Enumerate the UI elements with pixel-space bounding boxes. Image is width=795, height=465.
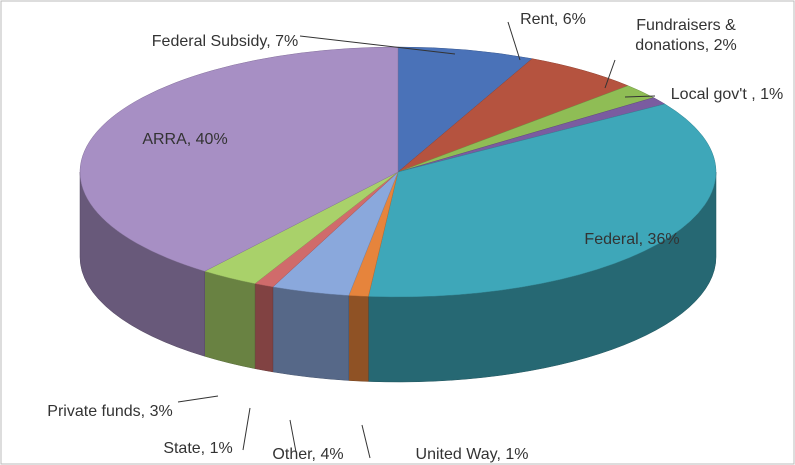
slice-side — [348, 295, 369, 382]
leader-line — [507, 21, 521, 61]
data-label: ARRA, 40% — [142, 131, 228, 148]
data-label: Rent, 6% — [520, 11, 586, 28]
leader-line — [289, 419, 297, 453]
data-label: United Way, 1% — [415, 446, 529, 463]
data-label: Private funds, 3% — [47, 403, 173, 420]
data-label: Local gov't , 1% — [670, 86, 784, 103]
data-label: Fundraisers & donations, 2% — [635, 17, 737, 54]
data-label: Federal Subsidy, 7% — [151, 33, 299, 50]
leader-line — [624, 95, 656, 98]
slice — [79, 46, 399, 272]
leader-line — [361, 424, 371, 459]
slice-side — [272, 286, 349, 381]
leader-line — [177, 395, 219, 403]
data-label: Other, 4% — [272, 446, 344, 463]
slice-side — [204, 270, 256, 369]
slice — [368, 103, 717, 298]
slice-side — [254, 283, 274, 373]
leader-line — [604, 59, 616, 89]
slice — [397, 46, 533, 173]
data-label: Federal, 36% — [584, 231, 680, 248]
leader-line — [299, 35, 456, 55]
data-label: State, 1% — [163, 440, 233, 457]
leader-line — [242, 407, 251, 451]
